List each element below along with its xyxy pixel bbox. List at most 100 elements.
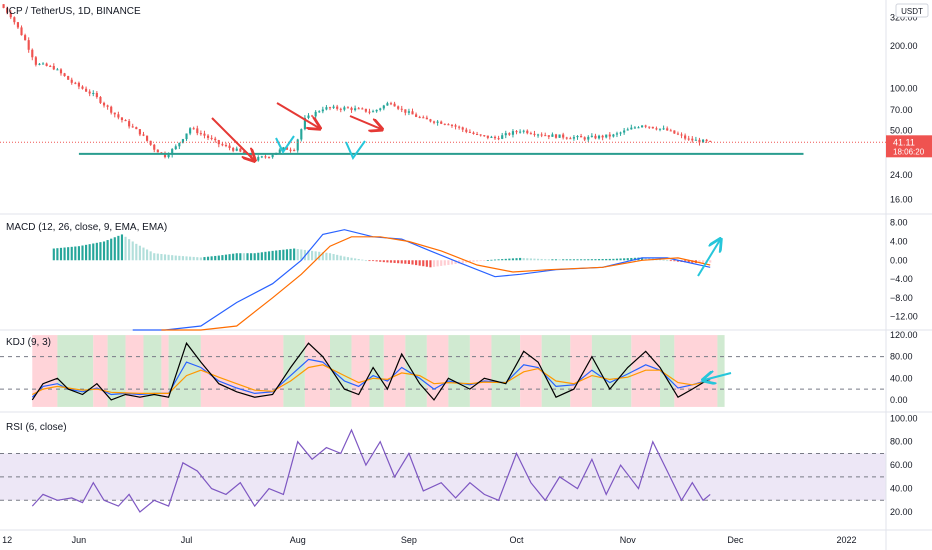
candle-body bbox=[128, 121, 131, 127]
candle-body bbox=[511, 131, 515, 135]
macd-histogram-bar bbox=[623, 258, 626, 261]
candle-body bbox=[67, 76, 70, 80]
candle-body bbox=[20, 27, 23, 36]
candle-body bbox=[605, 134, 608, 138]
macd-histogram-bar bbox=[601, 259, 604, 261]
macd-histogram-bar bbox=[676, 260, 680, 262]
cyan-annotation-check-2[interactable] bbox=[345, 140, 366, 161]
macd-histogram-bar bbox=[196, 257, 199, 261]
cyan-annotation-arrow-kdj[interactable] bbox=[704, 373, 732, 380]
candle-body bbox=[673, 130, 676, 134]
macd-histogram-bar bbox=[63, 247, 66, 261]
macd-histogram-bar bbox=[325, 252, 328, 261]
candle-body bbox=[38, 63, 41, 65]
candle-body bbox=[626, 129, 629, 131]
kdj-zone-red bbox=[570, 335, 592, 407]
cyan-annotation-check-1[interactable] bbox=[275, 135, 295, 154]
macd-histogram-bar bbox=[551, 259, 554, 261]
currency-label-box[interactable] bbox=[895, 3, 929, 18]
macd-histogram-bar bbox=[81, 245, 84, 261]
macd-histogram-bar bbox=[267, 251, 271, 261]
x-axis-tick-label: Nov bbox=[620, 535, 637, 545]
candle-body bbox=[425, 117, 428, 120]
macd-histogram-bar bbox=[264, 251, 267, 261]
candle-body bbox=[644, 125, 647, 127]
candle-body bbox=[99, 97, 102, 103]
macd-histogram-bar bbox=[379, 260, 382, 262]
rsi-legend[interactable]: RSI (6, close) bbox=[6, 422, 67, 433]
macd-histogram-bar bbox=[314, 251, 317, 261]
candle-body bbox=[544, 135, 547, 137]
macd-histogram-bar bbox=[669, 260, 672, 262]
kdj-legend[interactable]: KDJ (9, 3) bbox=[6, 337, 51, 348]
candle-body bbox=[70, 79, 73, 83]
candle-body bbox=[450, 124, 454, 126]
macd-histogram-bar bbox=[368, 260, 371, 262]
macd-histogram-bar bbox=[293, 248, 296, 261]
red-annotation-arrow-1[interactable] bbox=[211, 117, 254, 160]
macd-histogram-bar bbox=[192, 256, 195, 261]
macd-histogram-bar bbox=[432, 260, 436, 267]
candle-body bbox=[558, 134, 561, 138]
macd-legend[interactable]: MACD (12, 26, close, 9, EMA, EMA) bbox=[6, 222, 167, 233]
candle-body bbox=[662, 128, 665, 130]
candle-body bbox=[239, 148, 242, 152]
macd-histogram-bar bbox=[343, 256, 346, 261]
macd-histogram-bar bbox=[282, 249, 285, 261]
candle-body bbox=[343, 107, 346, 110]
macd-histogram-bar bbox=[189, 256, 192, 261]
candle-body bbox=[583, 137, 586, 140]
chart-marks bbox=[0, 4, 886, 513]
rsi-axis-tick-label: 80.00 bbox=[890, 437, 913, 447]
macd-histogram-bar bbox=[493, 259, 497, 261]
macd-histogram-bar bbox=[85, 244, 88, 261]
cyan-annotation-arrow-macd[interactable] bbox=[697, 240, 720, 277]
candle-body bbox=[56, 69, 59, 71]
macd-histogram-bar bbox=[626, 258, 629, 261]
candle-body bbox=[171, 149, 174, 155]
kdj-zone-green bbox=[107, 335, 126, 407]
candle-body bbox=[307, 115, 310, 118]
candle-body bbox=[397, 106, 400, 109]
macd-histogram-bar bbox=[511, 258, 515, 261]
annotations[interactable] bbox=[211, 102, 732, 380]
candle-body bbox=[92, 92, 95, 94]
kdj-axis-tick-label: 40.00 bbox=[890, 373, 913, 383]
macd-histogram-bar bbox=[350, 257, 353, 261]
candle-body bbox=[45, 63, 48, 66]
candle-body bbox=[88, 91, 91, 94]
macd-histogram-bar bbox=[271, 250, 274, 261]
candle-body bbox=[547, 135, 550, 137]
candle-body bbox=[16, 22, 20, 28]
kdj-axis-tick-label: 120.00 bbox=[890, 330, 918, 340]
kdj-axis-tick-label: 80.00 bbox=[890, 352, 913, 362]
macd-histogram-bar bbox=[199, 257, 202, 261]
macd-histogram-bar bbox=[232, 253, 235, 261]
macd-histogram-bar bbox=[580, 259, 583, 261]
macd-histogram-bar bbox=[156, 253, 159, 261]
macd-signal-line bbox=[161, 236, 711, 331]
candle-body bbox=[325, 107, 328, 110]
candle-body bbox=[540, 134, 543, 136]
candle-body bbox=[597, 135, 601, 139]
macd-axis-tick-label: −8.00 bbox=[890, 293, 913, 303]
macd-histogram-bar bbox=[171, 255, 174, 261]
candle-body bbox=[526, 130, 529, 134]
macd-histogram-bar bbox=[425, 260, 428, 267]
candle-body bbox=[698, 139, 701, 143]
candle-body bbox=[81, 86, 84, 89]
macd-histogram-bar bbox=[88, 244, 91, 261]
macd-histogram-bar bbox=[364, 260, 367, 262]
red-annotation-arrow-2[interactable] bbox=[276, 102, 319, 128]
candle-body bbox=[490, 136, 493, 138]
macd-histogram-bar bbox=[501, 259, 504, 261]
symbol-title[interactable]: ICP / TetherUS, 1D, BINANCE bbox=[6, 6, 141, 17]
red-annotation-arrow-3[interactable] bbox=[349, 115, 381, 129]
candle-body bbox=[522, 130, 525, 132]
candle-body bbox=[691, 138, 694, 141]
macd-histogram-bar bbox=[235, 253, 238, 261]
kdj-zone-green bbox=[491, 335, 521, 407]
x-axis-tick-label: Jul bbox=[181, 535, 193, 545]
